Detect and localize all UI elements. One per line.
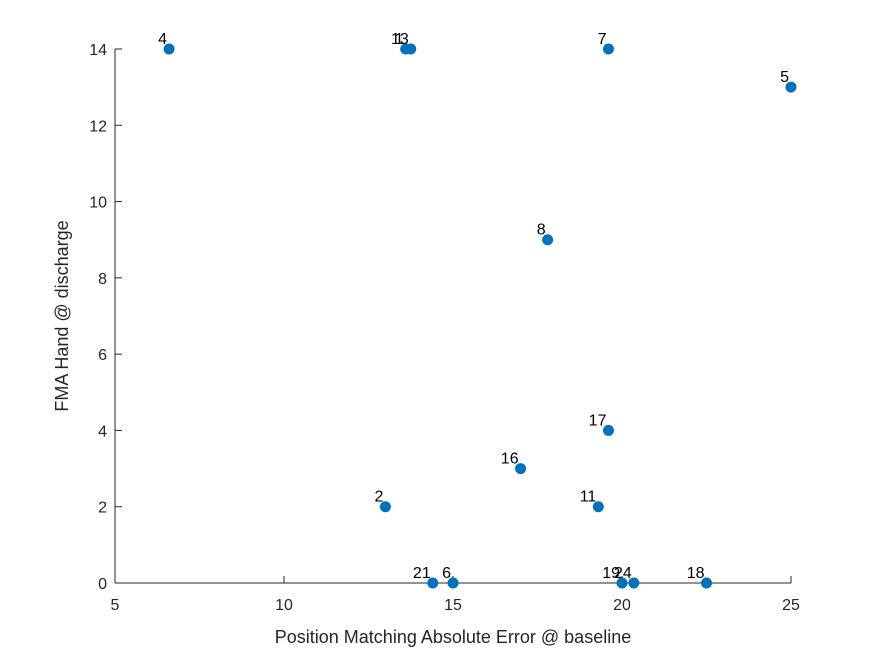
y-tick-label: 8 bbox=[98, 271, 107, 288]
point-label: 2 bbox=[374, 489, 383, 506]
point-label: 5 bbox=[780, 69, 789, 86]
x-tick-label: 20 bbox=[613, 597, 631, 614]
x-tick-label: 15 bbox=[444, 597, 462, 614]
data-point bbox=[701, 577, 712, 589]
y-tick-label: 10 bbox=[89, 195, 107, 212]
data-point bbox=[515, 463, 527, 475]
data-point bbox=[602, 424, 614, 436]
data-point bbox=[405, 43, 417, 55]
data-point bbox=[592, 501, 604, 513]
data-point bbox=[542, 234, 554, 246]
point-label: 16 bbox=[501, 451, 519, 468]
point-label: 8 bbox=[537, 222, 546, 239]
point-label: 7 bbox=[598, 31, 607, 48]
point-label: 6 bbox=[442, 565, 451, 582]
y-axis-label: FMA Hand @ discharge bbox=[52, 220, 72, 411]
data-point bbox=[616, 577, 628, 589]
point-label: 13 bbox=[391, 31, 409, 48]
y-tick-label: 12 bbox=[89, 118, 107, 135]
data-point bbox=[628, 577, 640, 589]
point-label: 11 bbox=[580, 489, 597, 506]
point-label: 1 bbox=[395, 31, 404, 48]
y-tick-label: 0 bbox=[98, 576, 107, 593]
x-tick-label: 5 bbox=[111, 597, 120, 614]
data-point bbox=[379, 501, 391, 513]
point-label: 24 bbox=[614, 565, 632, 582]
point-label: 4 bbox=[158, 31, 167, 48]
data-point bbox=[447, 577, 459, 589]
data-point bbox=[785, 81, 797, 93]
x-axis-label: Position Matching Absolute Error @ basel… bbox=[275, 627, 631, 647]
point-label: 17 bbox=[589, 412, 607, 429]
y-tick-label: 14 bbox=[89, 42, 107, 59]
data-point bbox=[163, 43, 175, 55]
point-label: 18 bbox=[687, 565, 705, 582]
x-tick-label: 10 bbox=[275, 597, 293, 614]
point-label: 21 bbox=[413, 565, 431, 582]
data-point bbox=[602, 43, 614, 55]
data-point bbox=[427, 577, 439, 589]
y-tick-label: 4 bbox=[98, 423, 107, 440]
point-label: 19 bbox=[602, 565, 620, 582]
y-tick-label: 2 bbox=[98, 500, 107, 517]
y-tick-label: 6 bbox=[98, 347, 107, 364]
x-tick-label: 25 bbox=[782, 597, 800, 614]
